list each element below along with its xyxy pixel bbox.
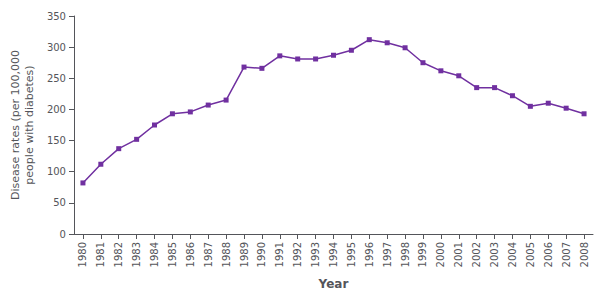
svg-text:0: 0	[60, 229, 66, 240]
svg-text:1982: 1982	[113, 242, 124, 267]
svg-text:150: 150	[47, 135, 66, 146]
svg-text:1993: 1993	[310, 242, 321, 267]
svg-text:2006: 2006	[543, 242, 554, 267]
svg-text:1999: 1999	[417, 242, 428, 267]
svg-text:1991: 1991	[274, 242, 285, 267]
svg-text:2002: 2002	[471, 242, 482, 267]
svg-text:1998: 1998	[400, 242, 411, 267]
svg-text:1996: 1996	[364, 242, 375, 267]
svg-text:2001: 2001	[453, 242, 464, 267]
svg-text:2004: 2004	[507, 242, 518, 267]
svg-text:1989: 1989	[239, 242, 250, 267]
svg-text:250: 250	[47, 73, 66, 84]
svg-text:200: 200	[47, 104, 66, 115]
svg-text:100: 100	[47, 166, 66, 177]
svg-text:350: 350	[47, 11, 66, 22]
svg-text:1987: 1987	[203, 242, 214, 267]
svg-text:1992: 1992	[292, 242, 303, 267]
svg-text:1980: 1980	[77, 242, 88, 267]
svg-text:people with diabetes): people with diabetes)	[23, 65, 36, 184]
svg-text:1988: 1988	[221, 242, 232, 267]
svg-text:2005: 2005	[525, 242, 536, 267]
svg-text:2000: 2000	[435, 242, 446, 267]
svg-text:1997: 1997	[382, 242, 393, 267]
svg-text:2007: 2007	[561, 242, 572, 267]
svg-text:2003: 2003	[489, 242, 500, 267]
svg-text:1986: 1986	[185, 242, 196, 267]
svg-text:Disease rates (per 100,000: Disease rates (per 100,000	[9, 50, 22, 200]
svg-text:1990: 1990	[256, 242, 267, 267]
svg-text:1985: 1985	[167, 242, 178, 267]
svg-text:1995: 1995	[346, 242, 357, 267]
svg-text:1994: 1994	[328, 242, 339, 267]
svg-text:2008: 2008	[579, 242, 590, 267]
svg-text:50: 50	[53, 197, 66, 208]
svg-text:Year: Year	[318, 277, 349, 291]
svg-text:1981: 1981	[95, 242, 106, 267]
svg-text:1983: 1983	[131, 242, 142, 267]
svg-text:300: 300	[47, 42, 66, 53]
svg-text:1984: 1984	[149, 242, 160, 267]
